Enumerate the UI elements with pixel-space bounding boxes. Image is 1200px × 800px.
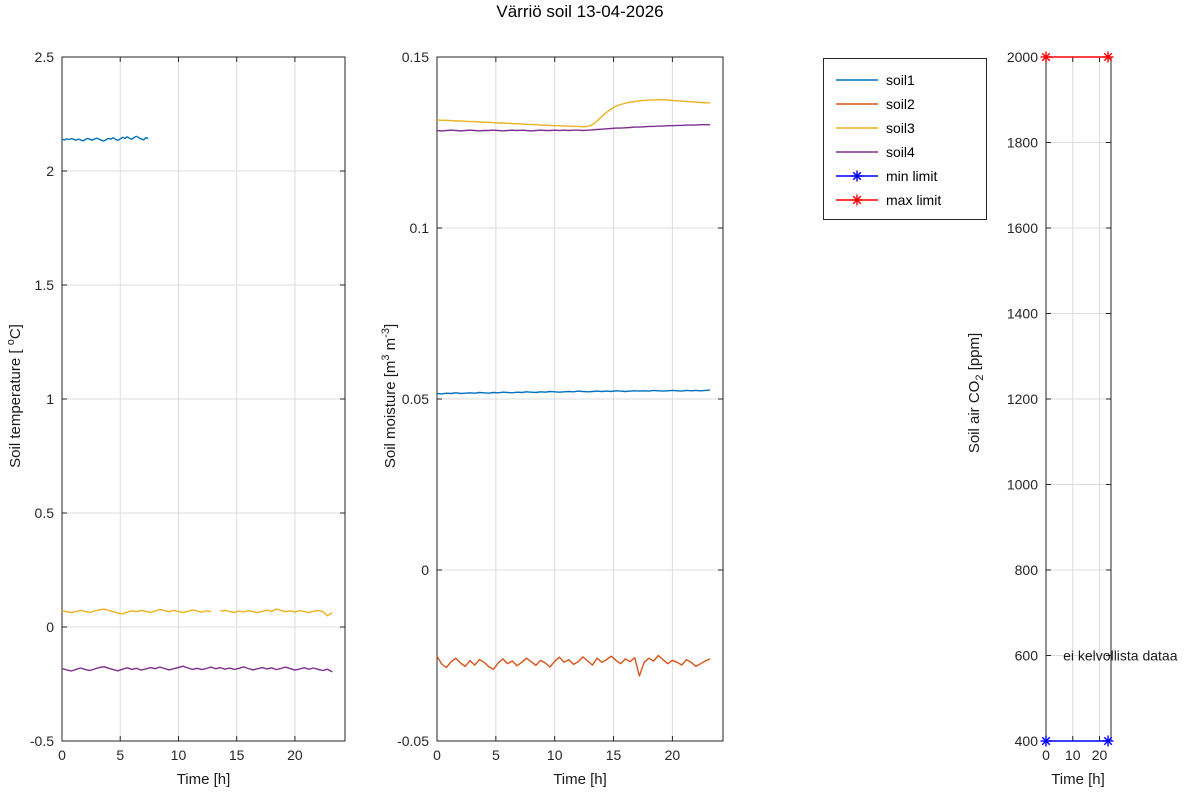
legend-entry-min-limit: min limit (824, 164, 986, 188)
soil-temperature-plot: 0 5 10 15 20-0.500.511.522.5 (30, 49, 346, 763)
asterisk-marker (851, 194, 863, 206)
y-tick-label: 1000 (1007, 477, 1038, 493)
y-axis-label-part: 2 (974, 374, 986, 381)
y-tick-label: 2 (46, 163, 54, 179)
legend-label: max limit (886, 192, 942, 208)
x-tick-label: 15 (229, 747, 245, 763)
y-tick-label: 0 (421, 562, 429, 578)
asterisk-marker (1040, 51, 1052, 63)
y-tick-label: 0 (46, 619, 54, 635)
y-axis-label-part: Soil air CO (966, 380, 983, 454)
series-soil4-line (436, 124, 711, 132)
y-tick-label: 1 (46, 391, 54, 407)
y-tick-label: 400 (1015, 733, 1039, 749)
y-tick-label: 0.05 (402, 391, 429, 407)
soil-air-co2-plot: 0 10 20 400 600 800 1000 1200 1400 1600 1800 2000 ei… (1007, 49, 1178, 763)
x-tick-label: 10 (171, 747, 187, 763)
y-tick-label: 0.5 (35, 505, 55, 521)
series-soil1-line (61, 135, 149, 142)
y-tick-label: 1800 (1007, 135, 1038, 151)
no-valid-data-annotation: ei kelvollista dataa (1063, 648, 1178, 664)
legend: soil1 soil2 soil3 soil4 min limit max limit (823, 58, 987, 220)
series-soil2-line (436, 654, 711, 677)
legend-entry-soil3: soil3 (824, 116, 986, 140)
y-tick-label: 2.5 (35, 49, 55, 65)
series-soil1-line (436, 389, 711, 395)
x-tick-label: 5 (116, 747, 124, 763)
legend-label: soil2 (886, 96, 915, 112)
moisture-x-axis-label: Time [h] (553, 771, 607, 788)
asterisk-marker (1040, 735, 1052, 747)
asterisk-marker (851, 170, 863, 182)
y-tick-label: 1600 (1007, 220, 1038, 236)
x-tick-label: 0 (58, 747, 66, 763)
legend-entry-max-limit: max limit (824, 188, 986, 212)
x-tick-label: 0 (433, 747, 441, 763)
y-tick-label: 600 (1015, 648, 1039, 664)
asterisk-marker (1102, 735, 1114, 747)
legend-label: soil1 (886, 72, 915, 88)
legend-label: soil4 (886, 144, 915, 160)
legend-entry-soil4: soil4 (824, 140, 986, 164)
legend-label: soil3 (886, 120, 915, 136)
x-tick-label: 20 (1092, 747, 1108, 763)
series-soil4-line (61, 665, 333, 673)
y-tick-label: 1.5 (35, 277, 55, 293)
legend-line-sample (836, 127, 878, 129)
x-tick-label: 20 (665, 747, 681, 763)
y-tick-label: 2000 (1007, 49, 1038, 65)
co2-x-axis-label: Time [h] (1051, 771, 1105, 788)
asterisk-marker (1102, 51, 1114, 63)
legend-line-sample (836, 103, 878, 105)
y-tick-label: 1400 (1007, 306, 1038, 322)
legend-label: min limit (886, 168, 938, 184)
y-tick-label: 0.1 (410, 220, 430, 236)
temp-x-axis-label: Time [h] (176, 771, 231, 788)
y-tick-label: 0.15 (402, 49, 429, 65)
legend-entry-soil2: soil2 (824, 92, 986, 116)
y-tick-label: 1200 (1007, 391, 1038, 407)
x-tick-label: 10 (547, 747, 563, 763)
x-tick-label: 0 (1042, 747, 1050, 763)
legend-line-sample (836, 170, 878, 182)
legend-line-sample (836, 151, 878, 153)
series-soil3-line (61, 608, 333, 617)
x-tick-label: 20 (287, 747, 303, 763)
x-tick-label: 10 (1065, 747, 1081, 763)
y-tick-label: -0.5 (30, 733, 54, 749)
y-axis-label-part: [ppm] (966, 332, 983, 375)
y-tick-label: -0.05 (397, 733, 429, 749)
legend-entry-soil1: soil1 (824, 68, 986, 92)
figure-title: Värriö soil 13-04-2026 (496, 2, 664, 21)
series-soil3-line (436, 99, 711, 128)
legend-line-sample (836, 194, 878, 206)
legend-line-sample (836, 79, 878, 81)
x-tick-label: 15 (606, 747, 622, 763)
y-tick-label: 800 (1015, 562, 1039, 578)
x-tick-label: 5 (492, 747, 500, 763)
